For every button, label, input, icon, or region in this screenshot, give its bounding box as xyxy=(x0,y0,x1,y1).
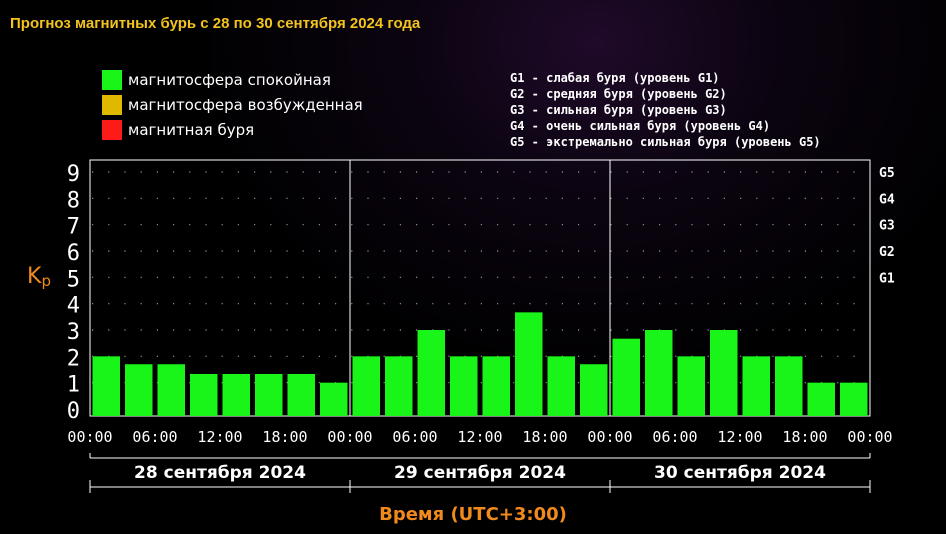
x-tick-label: 12:00 xyxy=(197,428,242,446)
x-tick-label: 18:00 xyxy=(262,428,307,446)
chart-title: Прогноз магнитных бурь с 28 по 30 сентяб… xyxy=(10,15,421,32)
legend-swatch-red xyxy=(102,120,122,140)
day-label: 30 сентября 2024 xyxy=(654,463,826,483)
kp-bar xyxy=(417,330,445,416)
y-tick-label: 1 xyxy=(67,373,80,398)
y-axis-label-sub: p xyxy=(41,272,51,290)
kp-bar xyxy=(677,356,705,416)
kp-bar xyxy=(385,356,413,416)
kp-bar xyxy=(775,356,803,416)
kp-bar xyxy=(580,364,608,416)
kp-bar xyxy=(352,356,380,416)
y-tick-label: 8 xyxy=(67,188,80,213)
kp-bar xyxy=(190,373,218,416)
g-level-g4: G4 - очень сильная буря (уровень G4) xyxy=(510,119,771,133)
day-label: 28 сентября 2024 xyxy=(134,463,306,483)
x-tick-label: 12:00 xyxy=(457,428,502,446)
kp-bar xyxy=(255,373,283,416)
y-tick-label: 7 xyxy=(67,215,80,240)
g-tick-label: G5 xyxy=(879,166,895,181)
g-level-g3: G3 - сильная буря (уровень G3) xyxy=(510,103,727,117)
legend-swatch-green xyxy=(102,70,122,90)
g-level-g1: G1 - слабая буря (уровень G1) xyxy=(510,71,720,85)
x-tick-label: 18:00 xyxy=(782,428,827,446)
legend-item-storm: магнитная буря xyxy=(102,120,254,140)
x-tick-label: 12:00 xyxy=(717,428,762,446)
y-tick-label: 5 xyxy=(67,267,80,292)
x-tick-label: 00:00 xyxy=(587,428,632,446)
kp-bar xyxy=(710,330,738,416)
g-tick-label: G4 xyxy=(879,192,895,207)
x-tick-label: 00:00 xyxy=(67,428,112,446)
legend-label: магнитосфера спокойная xyxy=(128,71,331,89)
kp-bar xyxy=(450,356,478,416)
plot-frame xyxy=(89,159,871,417)
x-axis-label: Время (UTC+3:00) xyxy=(379,504,567,525)
legend-label: магнитосфера возбужденная xyxy=(128,96,363,114)
legend-swatch-yellow xyxy=(102,95,122,115)
y-axis-label: Kp xyxy=(27,264,51,290)
kp-bar xyxy=(612,338,640,416)
kp-bar xyxy=(840,382,868,416)
kp-bar xyxy=(645,330,673,416)
kp-bar xyxy=(125,364,153,416)
y-tick-label: 6 xyxy=(67,241,80,266)
x-tick-label: 00:00 xyxy=(847,428,892,446)
x-tick-label: 06:00 xyxy=(132,428,177,446)
kp-bar xyxy=(222,373,250,416)
kp-bar xyxy=(742,356,770,416)
y-tick-label: 2 xyxy=(67,346,80,371)
g-level-g5: G5 - экстремально сильная буря (уровень … xyxy=(510,135,821,149)
y-tick-label: 0 xyxy=(67,399,80,424)
x-tick-label: 06:00 xyxy=(392,428,437,446)
kp-bar xyxy=(515,312,543,416)
kp-bar xyxy=(320,382,348,416)
kp-bar xyxy=(482,356,510,416)
legend-item-quiet: магнитосфера спокойная xyxy=(102,70,331,90)
kp-bar xyxy=(157,364,185,416)
g-tick-label: G1 xyxy=(879,271,895,286)
kp-bar xyxy=(92,356,120,416)
y-tick-label: 4 xyxy=(67,294,80,319)
legend-label: магнитная буря xyxy=(128,121,255,139)
g-tick-label: G3 xyxy=(879,219,895,234)
day-label: 29 сентября 2024 xyxy=(394,463,566,483)
g-tick-label: G2 xyxy=(879,245,895,260)
y-tick-label: 9 xyxy=(67,162,80,187)
kp-bar xyxy=(287,373,315,416)
g-level-g2: G2 - средняя буря (уровень G2) xyxy=(510,87,727,101)
kp-bar xyxy=(547,356,575,416)
x-tick-label: 06:00 xyxy=(652,428,697,446)
kp-bar xyxy=(807,382,835,416)
x-tick-label: 00:00 xyxy=(327,428,372,446)
y-tick-label: 3 xyxy=(67,320,80,345)
legend-item-excited: магнитосфера возбужденная xyxy=(102,95,363,115)
x-tick-label: 18:00 xyxy=(522,428,567,446)
